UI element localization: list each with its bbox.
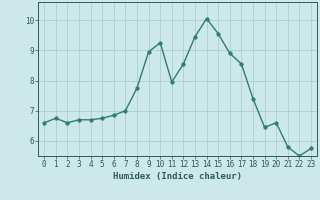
X-axis label: Humidex (Indice chaleur): Humidex (Indice chaleur) — [113, 172, 242, 181]
